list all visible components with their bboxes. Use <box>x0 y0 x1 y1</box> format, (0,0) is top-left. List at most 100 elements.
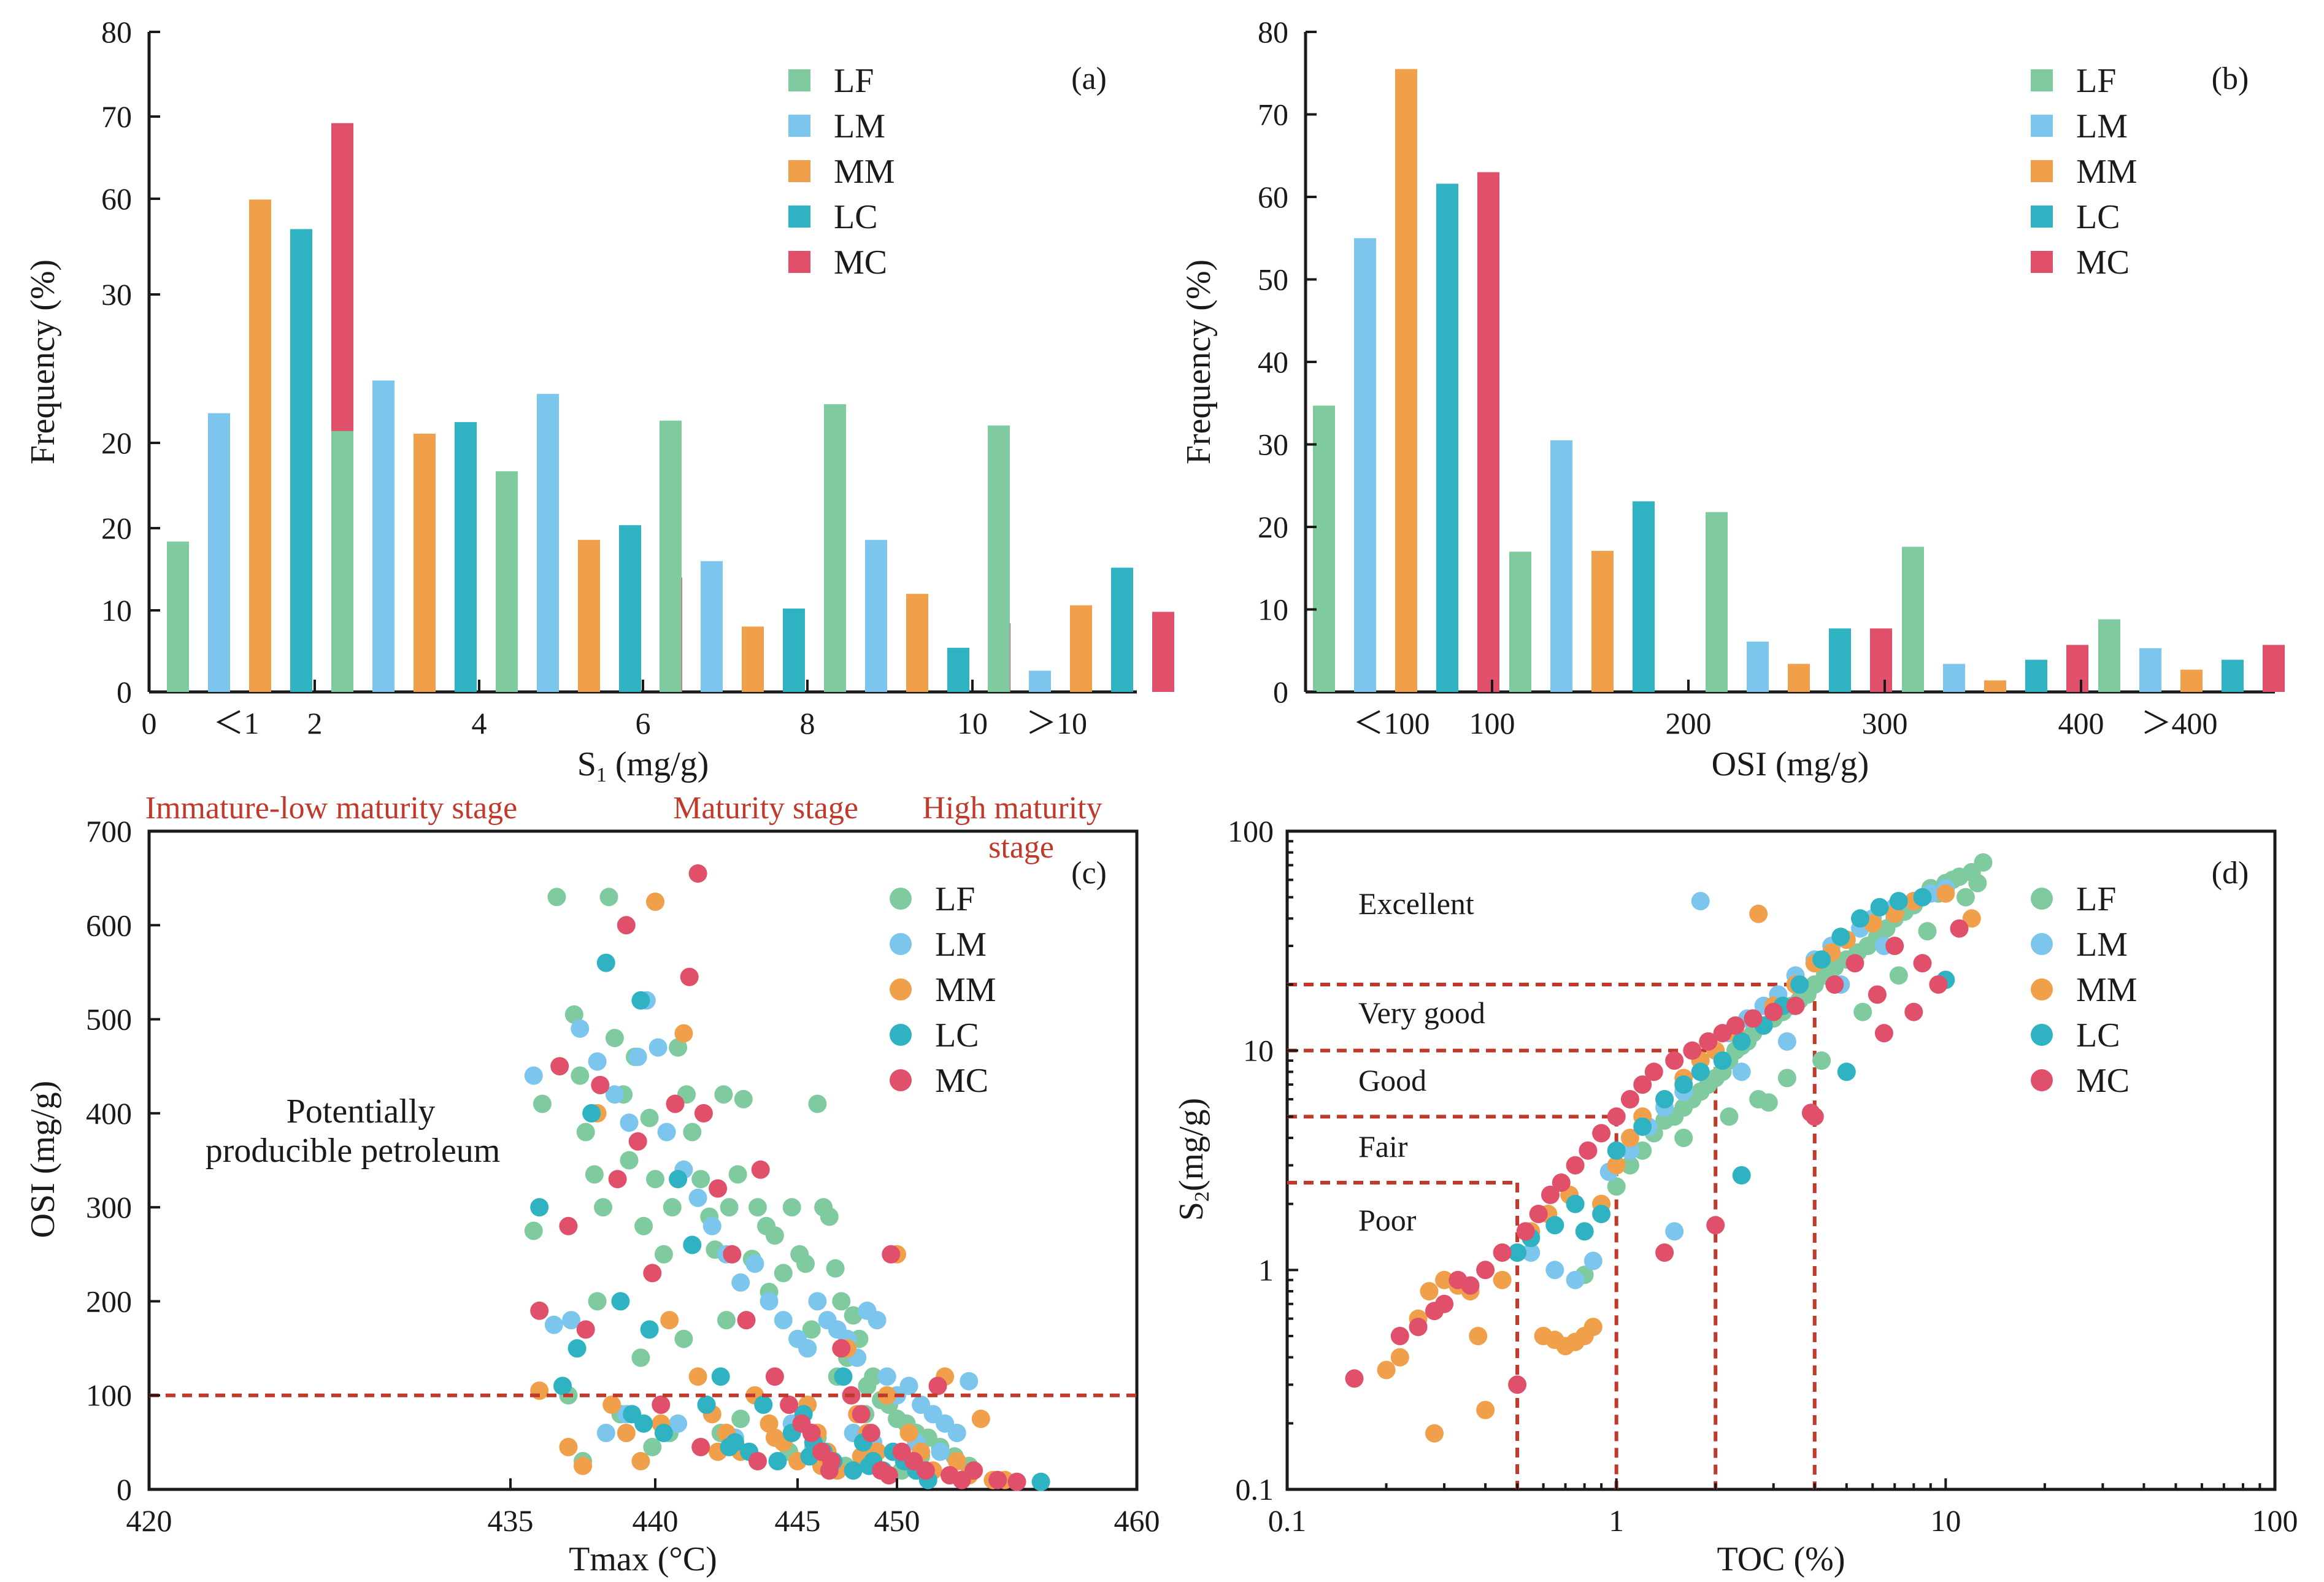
bar-lf-1 <box>1313 405 1335 692</box>
point-lm <box>657 1123 676 1142</box>
point-lc <box>568 1339 587 1358</box>
point-lf <box>640 1108 659 1127</box>
point-lc <box>1837 1062 1856 1081</box>
point-mm <box>1377 1361 1396 1380</box>
point-lm <box>1665 1222 1684 1241</box>
legend-swatch-mm <box>2031 978 2053 1000</box>
point-lc <box>720 1438 739 1456</box>
point-mc <box>1699 1032 1718 1051</box>
point-lf <box>844 1306 863 1325</box>
point-lm <box>620 1113 639 1132</box>
point-lc <box>634 1414 653 1433</box>
point-lc <box>1732 1032 1751 1051</box>
panel-d-tag: (d) <box>2212 856 2249 891</box>
point-mm <box>617 1424 636 1442</box>
y-tick-label: 10 <box>1258 593 1288 627</box>
point-mc <box>652 1396 671 1414</box>
bar-lf-2 <box>1509 551 1531 692</box>
point-lc <box>1545 1216 1564 1235</box>
point-mc <box>691 1438 710 1456</box>
point-mc <box>608 1170 627 1189</box>
point-mc <box>1801 1104 1820 1123</box>
y-tick-label: 10 <box>101 593 132 628</box>
point-lc <box>669 1170 688 1189</box>
point-lf <box>858 1377 877 1396</box>
panel-b-y-label: Frequency (%) <box>1180 259 1218 464</box>
legend-label-lc: LC <box>2076 1016 2120 1054</box>
point-lc <box>1913 888 1932 907</box>
point-mc <box>617 916 636 935</box>
point-lc <box>1592 1205 1611 1223</box>
bar-lc-2 <box>1633 501 1655 692</box>
legend-swatch-lm <box>2031 933 2053 955</box>
bar-mm-6 <box>1070 605 1092 692</box>
point-lf <box>1620 1156 1639 1175</box>
point-mc <box>1476 1261 1495 1280</box>
point-lf <box>588 1292 607 1311</box>
y-tick-label: 60 <box>101 182 132 216</box>
point-mc <box>709 1179 728 1198</box>
x-tick-label: 435 <box>488 1503 534 1538</box>
panel-b-chart: 0 10 20 30 40 50 60 70 80 ＜100 100 200 300 400 ＞400 O… <box>1180 15 2285 783</box>
bar-mm-2 <box>414 433 436 692</box>
bar-lf-4 <box>660 420 682 692</box>
point-lf <box>796 1254 815 1273</box>
point-lc <box>596 953 615 972</box>
y-tick-label: 30 <box>1258 428 1288 462</box>
point-lc <box>1566 1194 1585 1213</box>
point-mc <box>1493 1243 1512 1262</box>
point-lf <box>691 1170 710 1189</box>
point-mm <box>631 1452 650 1470</box>
point-mm <box>1476 1400 1495 1419</box>
point-mm <box>574 1456 592 1475</box>
point-lc <box>582 1104 601 1123</box>
legend-label-mc: MC <box>834 244 887 282</box>
legend-label-mc: MC <box>2076 244 2130 282</box>
point-lf <box>634 1216 653 1235</box>
bar-lm-2 <box>1550 440 1572 692</box>
y-tick-label: 70 <box>1258 98 1288 132</box>
point-mc <box>802 1424 821 1442</box>
point-lf <box>826 1259 845 1278</box>
panel-a-chart: 0 10 20 20 30 60 70 80 0 ＜1 2 4 6 8 10 ＞10 S1 (mg/g) F… <box>24 15 1174 786</box>
x-tick-label: 440 <box>633 1503 679 1538</box>
point-lm <box>562 1311 581 1330</box>
point-lf <box>564 1005 583 1024</box>
x-tick-label: 100 <box>1469 706 1515 740</box>
legend-label-mm: MM <box>2076 971 2137 1009</box>
point-lm <box>947 1424 966 1442</box>
bar-mm-1 <box>1395 69 1417 692</box>
point-lf <box>820 1207 839 1226</box>
legend-label-lm: LM <box>2076 926 2128 964</box>
point-mc <box>576 1320 595 1339</box>
point-mc <box>723 1245 742 1264</box>
legend-label-lc: LC <box>2076 198 2120 236</box>
point-lc <box>844 1461 863 1480</box>
point-mm <box>971 1410 990 1428</box>
point-lc <box>1870 898 1889 916</box>
point-lf <box>802 1320 821 1339</box>
point-mc <box>1592 1124 1611 1143</box>
point-lm <box>544 1315 563 1334</box>
point-lm <box>868 1311 887 1330</box>
legend-label-lc: LC <box>834 198 878 236</box>
point-lc <box>697 1396 716 1414</box>
bar-mm-4 <box>1984 680 2006 692</box>
legend-swatch-mm <box>890 978 912 1000</box>
panel-c-x-label: Tmax (°C) <box>569 1540 717 1578</box>
point-lm <box>588 1052 607 1071</box>
legend-label-lf: LF <box>2076 880 2116 918</box>
point-mm <box>1469 1327 1488 1345</box>
point-mc <box>1950 919 1969 938</box>
point-mc <box>1541 1185 1560 1204</box>
zone-poor-label: Poor <box>1358 1203 1417 1237</box>
point-mc <box>643 1264 662 1283</box>
bar-mm-3 <box>578 540 600 692</box>
panel-b-x-label: OSI (mg/g) <box>1712 745 1869 783</box>
point-lm <box>605 1085 624 1104</box>
y-tick-label: 400 <box>86 1096 132 1131</box>
point-mm <box>1620 1129 1639 1147</box>
bar-lf-1 <box>167 541 189 692</box>
point-mc <box>1904 1002 1923 1021</box>
legend-swatch-mc <box>2031 251 2053 273</box>
